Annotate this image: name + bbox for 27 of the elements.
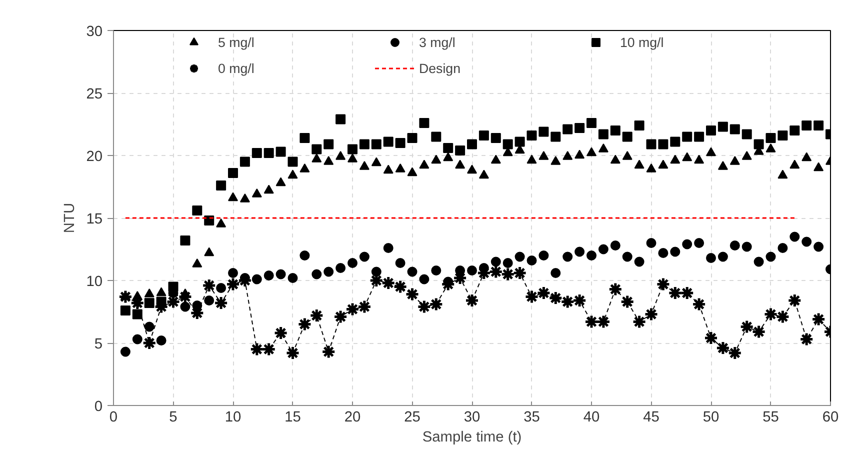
x-tick-label: 25 [404,410,420,426]
x-tick-label: 45 [643,410,660,426]
x-tick-label: 55 [762,410,779,426]
y-tick-label: 15 [86,212,103,228]
x-tick-label: 20 [344,410,361,426]
x-tick-label: 0 [109,410,118,426]
x-tick-label: 40 [583,410,600,426]
y-tick-label: 0 [94,399,103,415]
x-tick-label: 50 [702,410,720,426]
y-tick-label: 30 [86,24,103,40]
legend-label: 3 mg/l [419,34,456,50]
y-tick-label: 5 [94,336,103,352]
x-tick-label: 30 [464,410,480,426]
x-tick-label: 10 [224,410,242,426]
x-axis-title: Sample time (t) [422,430,522,446]
legend-label: 10 mg/l [620,34,665,50]
x-tick-label: 35 [524,410,540,426]
legend-label: Design [419,60,462,76]
legend-label: 5 mg/l [218,34,256,50]
legend-label: 0 mg/l [218,60,256,76]
y-tick-label: 20 [86,149,103,165]
x-tick-label: 5 [169,410,178,426]
x-tick-label: 15 [284,410,301,426]
x-tick-label: 60 [822,410,839,426]
y-tick-label: 10 [86,274,103,290]
y-axis-title: NTU [62,202,78,234]
y-tick-label: 25 [86,86,103,102]
